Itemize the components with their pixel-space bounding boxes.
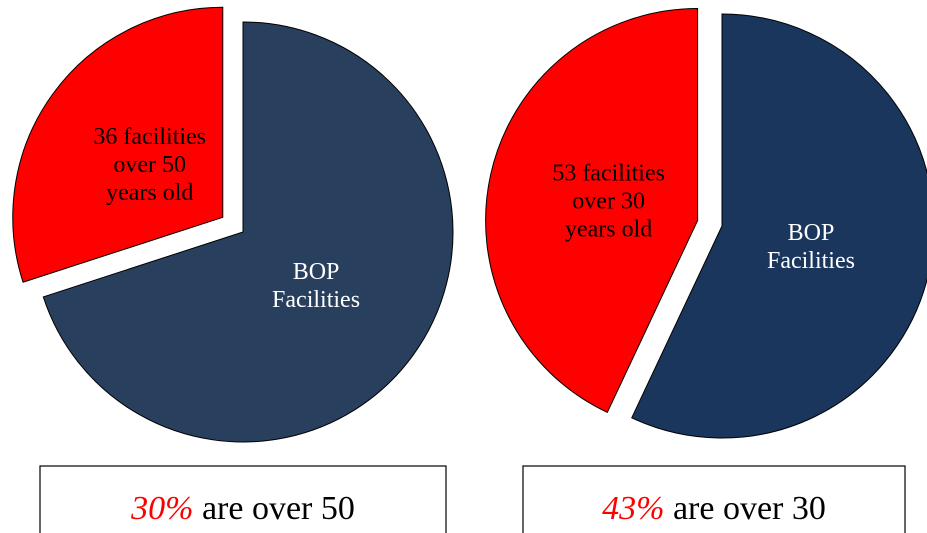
pie-slice — [485, 8, 699, 414]
pie-slice — [12, 6, 224, 283]
caption-text: are over 30 — [673, 490, 826, 527]
pie-slice — [631, 13, 927, 439]
caption: 30% are over 50 — [130, 490, 355, 527]
slice-label: 36 facilities over 50 years old — [93, 124, 206, 206]
pie-slice — [42, 21, 454, 443]
slice-label: BOP Facilities — [767, 220, 855, 274]
slice-label: 53 facilities over 30 years old — [552, 161, 665, 243]
caption-highlight: 30% — [130, 490, 193, 527]
caption-box — [39, 465, 447, 533]
caption-text: are over 50 — [202, 490, 355, 527]
caption: 43% are over 30 — [602, 490, 826, 527]
caption-highlight: 43% — [602, 490, 664, 527]
slice-label: BOP Facilities — [272, 259, 360, 313]
caption-box — [522, 465, 906, 533]
